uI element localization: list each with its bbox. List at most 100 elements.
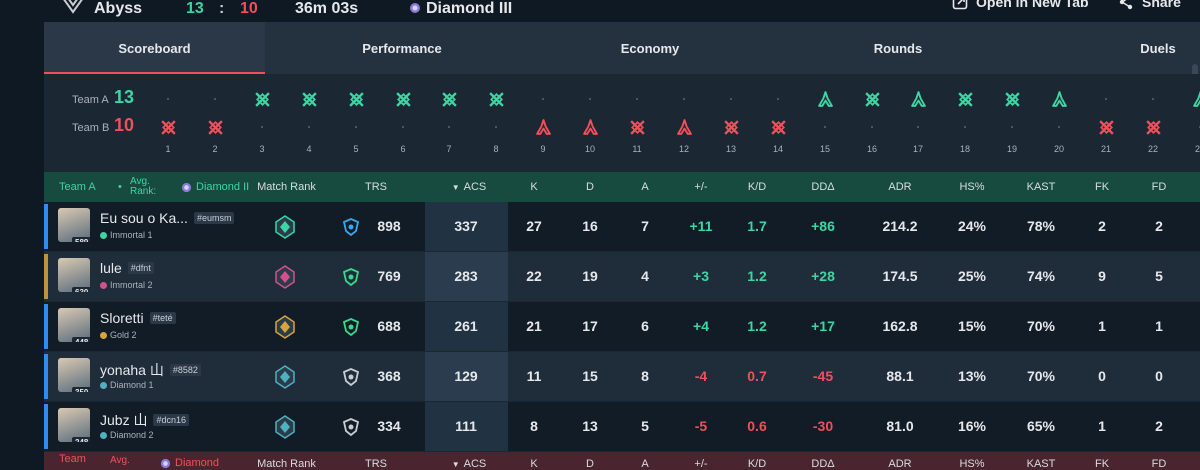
account-level: 448 [72,337,90,342]
col-k[interactable]: K [530,181,538,193]
tab-rounds[interactable]: Rounds [873,41,923,56]
col-kd-b[interactable]: K/D [747,458,767,470]
col-plus-minus[interactable]: +/- [694,181,708,193]
player-name[interactable]: Jubz 山 #dcn16 [100,410,189,430]
avg-rank-text: Diamond II [196,181,250,193]
col-match-rank-b[interactable]: Match Rank [257,458,316,470]
map-name: Abyss [94,0,143,17]
col-d[interactable]: D [586,181,594,193]
elimination-icon[interactable] [862,89,882,109]
spike-icon[interactable] [1049,89,1069,109]
round-empty-dot [627,89,647,109]
spike-icon[interactable] [815,89,835,109]
cell-hs: 16% [957,418,987,434]
cell-a: 6 [641,318,649,334]
round-empty-dot [955,117,975,137]
agent-avatar: 350 [58,358,90,392]
round-empty-dot [580,89,600,109]
cell-d: 17 [582,318,598,334]
round-number: 10 [584,144,595,154]
elimination-icon[interactable] [252,89,272,109]
player-rank: Gold 2 [100,330,137,340]
share-button[interactable]: Share [1118,0,1181,10]
rank-icon [100,331,107,339]
tab-scoreboard[interactable]: Scoreboard [44,22,265,74]
player-rank-text: Gold 2 [110,330,137,340]
round-empty-dot [252,117,272,137]
col-match-rank[interactable]: Match Rank [257,181,316,193]
elimination-icon[interactable] [205,117,225,137]
tab-duels[interactable]: Duels [1140,41,1176,56]
table-row[interactable]: 350 yonaha 山 #8582 Diamond 1 368 129 11 15 8 -4 0.… [44,352,1200,401]
cell-a: 4 [641,268,649,284]
elimination-icon[interactable] [299,89,319,109]
col-d-b[interactable]: D [586,458,594,470]
player-name[interactable]: lule #dfnt [100,260,154,276]
acs-highlight [425,202,508,251]
cell-pm: +4 [693,318,709,334]
player-name[interactable]: Eu sou o Ka... #eumsm [100,210,235,226]
elimination-icon[interactable] [627,117,647,137]
open-new-tab-button[interactable]: Open in New Tab [952,0,1089,10]
elimination-icon[interactable] [1143,117,1163,137]
elimination-icon[interactable] [1002,89,1022,109]
round-number: 2 [212,144,218,154]
elimination-icon[interactable] [346,89,366,109]
spike-icon[interactable] [580,117,600,137]
elimination-icon[interactable] [158,117,178,137]
elimination-icon[interactable] [486,89,506,109]
col-k-b[interactable]: K [530,458,538,470]
tab-economy[interactable]: Economy [620,41,680,56]
col-fd[interactable]: FD [1151,181,1167,193]
avg-rank-text-b: Diamond [175,457,220,469]
elimination-icon[interactable] [393,89,413,109]
col-trs[interactable]: TRS [365,181,387,193]
player-name[interactable]: yonaha 山 #8582 [100,360,201,380]
col-adr-b[interactable]: ADR [888,458,912,470]
cell-trs: 898 [377,218,401,234]
table-row[interactable]: 448 Sloretti #teté Gold 2 688 261 21 17 6 +4 1.2 +1… [44,302,1200,351]
table-row[interactable]: 589 Eu sou o Ka... #eumsm Immortal 1 898 337 2… [44,202,1200,251]
col-kd[interactable]: K/D [747,181,767,193]
cell-trs: 769 [377,268,401,284]
elimination-icon[interactable] [955,89,975,109]
player-name[interactable]: Sloretti #teté [100,310,176,326]
col-fd-b[interactable]: FD [1151,458,1167,470]
spike-icon[interactable] [1190,89,1200,109]
spike-icon[interactable] [674,117,694,137]
col-hs[interactable]: HS% [959,181,985,193]
col-kast[interactable]: KAST [1026,181,1056,193]
elimination-icon[interactable] [768,117,788,137]
col-a[interactable]: A [641,181,649,193]
team-b-score: 10 [240,0,258,17]
col-hs-b[interactable]: HS% [959,458,985,470]
tab-performance[interactable]: Performance [362,41,442,56]
elimination-icon[interactable] [721,117,741,137]
match-panel: Scoreboard Performance Economy Rounds Du… [44,22,1200,470]
spike-icon[interactable] [533,117,553,137]
col-kast-b[interactable]: KAST [1026,458,1056,470]
col-a-b[interactable]: A [641,458,649,470]
table-row[interactable]: 248 Jubz 山 #dcn16 Diamond 2 334 111 8 13 5 -5 0.6 -… [44,402,1200,451]
timeline-team-a-score: 13 [114,87,135,107]
col-acs-label-b: ACS [463,458,487,470]
round-empty-dot [908,117,928,137]
col-dd[interactable]: DDΔ [811,181,835,193]
table-row[interactable]: 630 lule #dfnt Immortal 2 769 283 22 19 4 +3 1.2 +2… [44,252,1200,301]
cell-kast: 70% [1026,318,1056,334]
col-acs-b[interactable]: ▼ ACS [434,452,504,470]
player-rank-text: Diamond 1 [110,380,154,390]
player-rank: Immortal 1 [100,230,153,240]
col-plus-minus-b[interactable]: +/- [694,458,708,470]
player-name-text: Eu sou o Ka... [100,210,188,226]
elimination-icon[interactable] [1096,117,1116,137]
spike-icon[interactable] [908,89,928,109]
col-acs[interactable]: ▼ ACS [434,172,504,202]
col-fk[interactable]: FK [1094,181,1110,193]
elimination-icon[interactable] [439,89,459,109]
col-trs-b[interactable]: TRS [365,458,387,470]
col-fk-b[interactable]: FK [1094,458,1110,470]
avg-rank-value: Diamond II [181,172,249,202]
col-dd-b[interactable]: DDΔ [811,458,835,470]
col-adr[interactable]: ADR [888,181,912,193]
